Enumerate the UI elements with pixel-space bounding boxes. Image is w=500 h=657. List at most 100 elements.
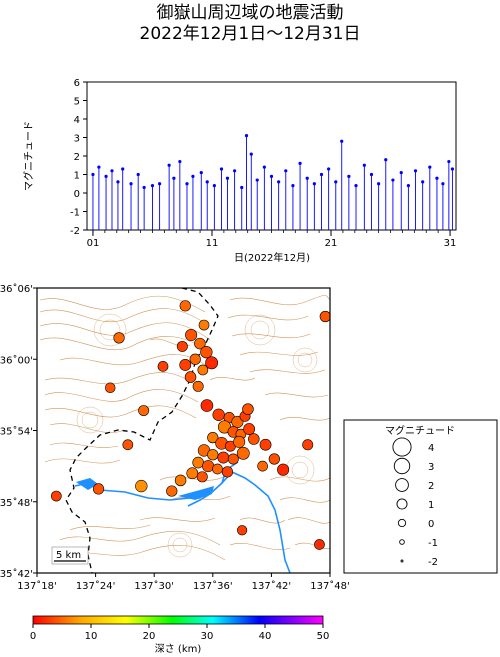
stem-marker — [413, 169, 418, 173]
stem-marker — [319, 172, 324, 177]
legend-size-circle — [392, 437, 412, 457]
map-x-tick-label: 137˚42' — [252, 580, 292, 592]
epicenter-marker — [207, 449, 219, 461]
stem-marker — [312, 182, 316, 186]
epicenter-marker — [212, 463, 223, 475]
colorbar-tick-label: 10 — [85, 631, 98, 642]
epicenter-marker — [105, 382, 116, 393]
legend-label: 0 — [428, 519, 434, 530]
stem-y-tick-label: 2 — [74, 152, 80, 163]
epicenter-marker — [237, 525, 248, 536]
legend-size-circle — [397, 518, 407, 528]
scale-bar: 5 km — [51, 546, 89, 565]
epicenter-marker — [192, 456, 204, 469]
epicenter-marker — [138, 405, 150, 417]
epicenter-marker — [302, 439, 314, 451]
legend-label: 1 — [428, 500, 434, 511]
stem-x-tick-label: 01 — [87, 238, 100, 249]
stem-y-tick-label: -2 — [70, 226, 80, 237]
stem-marker — [391, 178, 395, 182]
stem-marker — [369, 172, 374, 177]
stem-marker — [178, 159, 182, 164]
map-x-tick-label: 137˚48' — [310, 580, 350, 592]
epicenter-marker — [176, 340, 188, 352]
scale-box — [51, 546, 89, 565]
epicenter-marker — [196, 471, 208, 483]
stem-marker — [399, 171, 403, 175]
stem-marker — [249, 152, 253, 156]
epicenter-marker — [205, 356, 219, 370]
colorbar-tick-label: 50 — [317, 631, 330, 642]
map-y-tick-label: 35˚42' — [0, 568, 33, 580]
map-x-tick-label: 137˚18' — [17, 580, 57, 592]
colorbar-tick-label: 0 — [30, 631, 36, 642]
chart-title: 御嶽山周辺域の地震活動 — [156, 3, 344, 23]
lake — [76, 478, 98, 490]
stem-marker — [199, 171, 203, 175]
stem-marker — [97, 165, 101, 169]
stem-marker — [269, 174, 274, 178]
stem-y-tick-label: 6 — [74, 78, 80, 89]
colorbar-tick-label: 30 — [201, 631, 214, 642]
epicenters — [50, 300, 330, 550]
stem-y-tick-label: 3 — [74, 134, 80, 145]
stem-y-tick-label: 1 — [74, 171, 80, 182]
legend-label: -1 — [428, 538, 438, 549]
stem-marker — [441, 182, 445, 186]
stem-marker — [172, 176, 176, 180]
epicenter-marker — [179, 359, 192, 371]
stem-marker — [298, 161, 302, 165]
epicenter-marker — [207, 432, 219, 444]
stem-y-label: マグニチュード — [22, 121, 35, 191]
legend-size-circle — [399, 539, 405, 545]
legend-title: マグニチュード — [385, 424, 455, 437]
epicenter-marker — [122, 439, 134, 451]
stem-marker — [212, 184, 216, 188]
stem-marker — [347, 174, 351, 178]
stem-marker — [240, 185, 244, 190]
stem-y-tick-label: 4 — [74, 115, 80, 126]
epicenter-marker — [202, 460, 215, 473]
stem-marker — [334, 180, 338, 184]
map-y-tick-label: 36˚00' — [0, 354, 33, 366]
map-x-tick-label: 137˚24' — [76, 580, 116, 592]
map-y-tick-label: 35˚54' — [0, 426, 33, 438]
epicenter-marker — [189, 353, 201, 365]
epicenter-marker — [314, 539, 325, 550]
epicenter-marker — [259, 438, 272, 451]
stem-marker — [129, 182, 133, 186]
stem-marker — [205, 180, 209, 184]
colorbar-ticks: 0 10 20 30 40 50 — [30, 624, 330, 642]
epicenter-marker — [179, 300, 191, 312]
stem-marker — [327, 167, 331, 171]
stem-marker — [284, 169, 288, 173]
stem-x-axis: 01 11 21 31 — [87, 230, 456, 249]
stem-marker — [377, 182, 381, 186]
stem-marker — [384, 158, 388, 162]
chart-subtitle: 2022年12月1日〜12月31日 — [139, 24, 361, 44]
stem-marker — [362, 163, 366, 167]
epicenter-marker — [135, 479, 148, 493]
colorbar-label: 深さ (km) — [155, 643, 202, 655]
epicenter-marker — [185, 328, 198, 342]
epicenter-marker — [277, 463, 290, 476]
epicenter-marker — [166, 485, 178, 497]
stem-marker — [447, 159, 451, 164]
epicenter-marker — [257, 460, 268, 472]
colorbar-gradient — [32, 615, 324, 625]
stem-marker — [225, 176, 230, 180]
depth-colorbar: 0 10 20 30 40 50 深さ (km) — [30, 615, 330, 655]
stem-x-tick-label: 11 — [206, 238, 219, 249]
stem-marker — [428, 165, 432, 169]
stem-marker — [185, 182, 189, 186]
stem-marker — [136, 172, 140, 177]
epicenter-marker — [157, 361, 169, 372]
stem-marker — [340, 139, 344, 143]
colorbar-tick-label: 40 — [259, 631, 272, 642]
stem-y-tick-label: -1 — [70, 208, 80, 219]
epicenter-marker — [217, 451, 230, 464]
epicenter-marker — [242, 403, 254, 415]
stem-marker — [291, 184, 295, 188]
